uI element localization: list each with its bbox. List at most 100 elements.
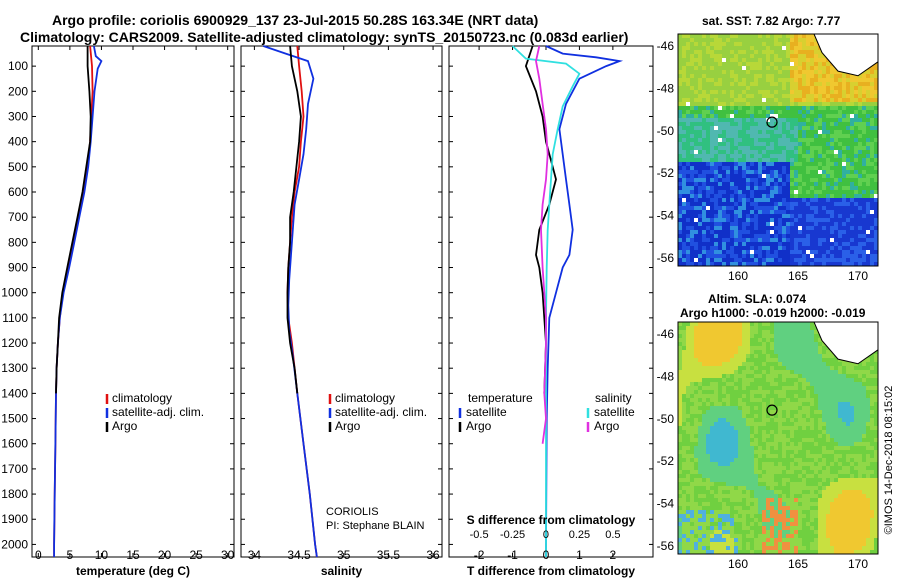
sst-lat-label: -48	[657, 81, 675, 95]
header-line-1: Argo profile: coriolis 6900929_137 23-Ju…	[52, 12, 539, 28]
sst-lat-label: -50	[657, 124, 675, 138]
depth-tick-label: 300	[8, 109, 28, 123]
sla-lon-label: 165	[788, 557, 808, 571]
sla-lon-label: 160	[728, 557, 748, 571]
x-tick-label: -2	[474, 548, 485, 562]
depth-tick-label: 1000	[1, 286, 28, 300]
series-line-s-argo	[535, 45, 549, 444]
x-tick-label: 25	[189, 548, 203, 562]
annotation-pi: PI: Stephane BLAIN	[326, 520, 425, 532]
diff-legend-title-right: salinity	[595, 391, 632, 405]
sla-lon-label: 170	[848, 557, 868, 571]
depth-tick-label: 1300	[1, 361, 28, 375]
temperature-legend-label: climatology	[112, 391, 172, 405]
salinity-legend-label: satellite-adj. clim.	[335, 405, 427, 419]
series-line-climatology	[286, 45, 318, 558]
top-x-axis-label: S difference from climatology	[467, 513, 636, 527]
diff-legend-title-left: temperature	[468, 391, 533, 405]
header-line-2: Climatology: CARS2009. Satellite-adjuste…	[20, 29, 629, 45]
sla-lat-label: -52	[657, 454, 675, 468]
x-tick-label: 34.5	[287, 548, 311, 562]
depth-tick-label: 600	[8, 185, 28, 199]
salinity-legend-label: climatology	[335, 391, 395, 405]
x-axis-label: temperature (deg C)	[76, 564, 190, 578]
depth-tick-label: 500	[8, 160, 28, 174]
top-x-tick-label: 0	[543, 529, 549, 541]
depth-tick-label: 900	[8, 261, 28, 275]
top-x-tick-label: 0.25	[569, 529, 590, 541]
top-x-tick-label: 0.5	[605, 529, 620, 541]
x-tick-label: 0	[543, 548, 550, 562]
sla-map-frame	[677, 321, 879, 555]
depth-tick-label: 1200	[1, 336, 28, 350]
depth-tick-label: 1800	[1, 487, 28, 501]
x-tick-label: -1	[507, 548, 518, 562]
sla-lat-label: -56	[657, 539, 675, 553]
x-tick-label: 35.5	[377, 548, 401, 562]
sst-lat-label: -56	[657, 251, 675, 265]
annotation-float: CORIOLIS	[326, 506, 379, 518]
x-tick-label: 36	[426, 548, 440, 562]
sla-lat-label: -48	[657, 369, 675, 383]
x-tick-label: 1	[576, 548, 583, 562]
sst-lon-label: 170	[848, 269, 868, 283]
sst-lon-label: 160	[728, 269, 748, 283]
diff-legend-label: Argo	[594, 419, 620, 433]
sst-map	[677, 33, 879, 267]
sst-map-frame	[677, 33, 879, 267]
sla-map-title: Altim. SLA: 0.074	[708, 292, 807, 306]
sst-lon-label: 165	[788, 269, 808, 283]
panel-frame-difference	[448, 45, 654, 558]
sst-map-title: sat. SST: 7.82 Argo: 7.77	[702, 14, 841, 28]
top-x-tick-label: -0.5	[470, 529, 489, 541]
x-tick-label: 30	[221, 548, 235, 562]
top-x-tick-label: -0.25	[500, 529, 525, 541]
depth-tick-label: 200	[8, 84, 28, 98]
sst-lat-label: -52	[657, 166, 675, 180]
depth-tick-label: 800	[8, 235, 28, 249]
depth-tick-label: 100	[8, 59, 28, 73]
temperature-legend-label: Argo	[112, 419, 138, 433]
series-line-satellite-adj-clim-	[263, 45, 318, 558]
depth-tick-label: 1600	[1, 437, 28, 451]
x-tick-label: 35	[337, 548, 351, 562]
x-tick-label: 10	[95, 548, 109, 562]
series-line-climatology	[53, 45, 94, 557]
sst-lat-label: -46	[657, 39, 675, 53]
sst-float-marker	[766, 116, 778, 128]
x-tick-label: 34	[248, 548, 262, 562]
diff-legend-label: Argo	[466, 419, 492, 433]
depth-tick-label: 1500	[1, 412, 28, 426]
depth-tick-label: 400	[8, 135, 28, 149]
sla-float-marker	[766, 404, 778, 416]
x-tick-label: 0	[35, 548, 42, 562]
sla-lat-label: -46	[657, 327, 675, 341]
depth-tick-label: 2000	[1, 537, 28, 551]
sla-map	[677, 321, 879, 555]
x-axis-label: T difference from climatology	[467, 564, 635, 578]
sla-map-subtitle: Argo h1000: -0.019 h2000: -0.019	[680, 306, 866, 320]
x-tick-label: 5	[67, 548, 74, 562]
series-line-argo	[286, 45, 302, 394]
credit-text: ©IMOS 14-Dec-2018 08:15:02	[883, 386, 895, 535]
sla-lat-label: -50	[657, 412, 675, 426]
depth-tick-label: 1900	[1, 512, 28, 526]
series-line-argo	[55, 46, 92, 394]
depth-tick-label: 1100	[2, 311, 28, 325]
x-tick-label: 20	[158, 548, 172, 562]
sla-lat-label: -54	[657, 497, 675, 511]
temperature-legend-label: satellite-adj. clim.	[112, 405, 204, 419]
x-tick-label: 2	[610, 548, 617, 562]
series-line-t-satellite	[545, 45, 624, 557]
depth-tick-label: 1400	[1, 386, 28, 400]
x-tick-label: 15	[126, 548, 140, 562]
diff-legend-label: satellite	[466, 405, 507, 419]
salinity-legend-label: Argo	[335, 419, 361, 433]
series-line-s-satellite	[511, 45, 581, 557]
diff-legend-label: satellite	[594, 405, 635, 419]
panel-frame-salinity	[240, 45, 443, 558]
depth-tick-label: 700	[8, 210, 28, 224]
depth-tick-label: 1700	[1, 462, 28, 476]
x-axis-label: salinity	[321, 564, 363, 578]
